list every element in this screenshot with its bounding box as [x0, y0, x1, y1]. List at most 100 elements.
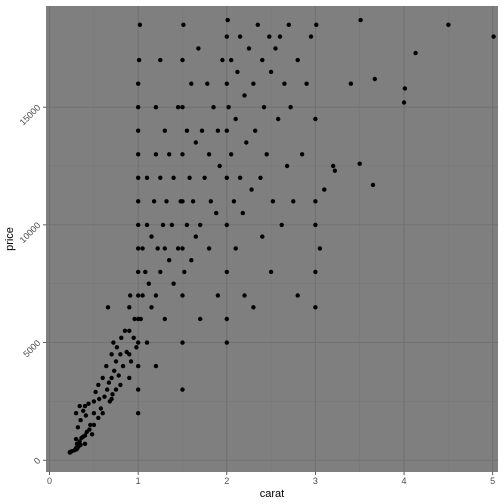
data-point: [104, 363, 109, 369]
data-point: [127, 328, 132, 333]
data-point: [208, 199, 213, 204]
points-layer: [67, 17, 496, 455]
data-point: [112, 368, 117, 373]
data-point: [224, 128, 229, 133]
data-point: [82, 433, 88, 438]
data-point: [226, 105, 231, 110]
data-point: [158, 269, 163, 275]
data-point: [255, 22, 260, 27]
data-point: [78, 418, 83, 423]
data-point: [118, 352, 123, 357]
data-point: [97, 396, 102, 402]
data-point: [332, 168, 338, 173]
data-point: [128, 293, 133, 298]
data-point: [279, 222, 284, 228]
data-point: [299, 152, 305, 157]
data-point: [77, 403, 82, 409]
data-point: [140, 293, 145, 298]
y-tick-label: 15000: [18, 103, 43, 128]
data-point: [205, 81, 210, 86]
data-point: [127, 352, 132, 357]
data-point: [136, 411, 141, 416]
data-point: [180, 199, 185, 204]
data-point: [82, 441, 88, 446]
data-point: [258, 175, 263, 180]
data-point: [282, 81, 287, 86]
data-point: [110, 392, 115, 397]
x-tick-label: 4: [402, 476, 407, 486]
data-point: [196, 46, 201, 51]
data-point: [235, 69, 240, 75]
data-point: [313, 116, 318, 122]
data-point: [190, 199, 196, 204]
data-point: [136, 57, 142, 63]
data-point: [322, 187, 327, 192]
data-point: [231, 199, 237, 204]
data-point: [105, 387, 110, 392]
data-point: [413, 50, 418, 56]
data-point: [220, 57, 225, 63]
data-point: [237, 175, 243, 180]
data-point: [229, 152, 234, 157]
data-point: [77, 439, 82, 444]
data-point: [109, 375, 114, 381]
data-point: [240, 210, 245, 216]
data-point: [246, 46, 252, 51]
x-axis-ticks: 0 1 2 3 4 5: [47, 472, 495, 486]
data-point: [217, 163, 222, 169]
data-point: [270, 199, 276, 204]
data-point: [81, 408, 86, 413]
data-point: [149, 234, 154, 239]
data-point: [180, 246, 185, 251]
data-point: [242, 93, 247, 98]
y-tick-label: 0: [32, 456, 43, 467]
data-point: [136, 152, 141, 157]
data-point: [251, 81, 256, 86]
data-point: [249, 187, 254, 192]
data-point: [87, 427, 92, 432]
data-point: [143, 269, 148, 275]
data-point: [98, 406, 104, 411]
data-point: [251, 305, 256, 310]
data-point: [75, 425, 81, 430]
data-point: [225, 17, 230, 23]
data-point: [370, 182, 376, 188]
data-point: [224, 340, 229, 345]
data-point: [136, 293, 141, 298]
data-point: [136, 128, 141, 133]
data-point: [237, 34, 243, 39]
data-point: [116, 373, 121, 378]
data-point: [260, 57, 265, 63]
data-point: [136, 175, 141, 180]
data-point: [169, 222, 175, 228]
data-point: [314, 22, 319, 27]
data-point: [100, 411, 105, 416]
data-point: [313, 199, 318, 204]
data-point: [153, 152, 159, 157]
y-tick-label: 5000: [21, 338, 42, 359]
x-axis-title: carat: [260, 488, 284, 500]
data-point: [215, 128, 221, 133]
data-point: [229, 57, 234, 63]
data-point: [158, 57, 163, 63]
data-point: [86, 401, 91, 406]
data-point: [313, 269, 318, 275]
data-point: [96, 415, 101, 421]
data-point: [276, 116, 281, 122]
data-point: [268, 69, 274, 75]
data-point: [224, 81, 229, 86]
data-point: [162, 316, 167, 322]
data-point: [193, 140, 198, 145]
data-point: [261, 105, 267, 110]
data-point: [167, 258, 172, 263]
data-point: [138, 316, 143, 322]
data-point: [304, 81, 309, 86]
data-point: [144, 340, 150, 345]
data-point: [82, 403, 88, 409]
data-point: [144, 175, 150, 180]
data-point: [273, 46, 278, 51]
data-point: [313, 305, 318, 310]
data-point: [358, 17, 363, 23]
data-point: [180, 293, 185, 298]
